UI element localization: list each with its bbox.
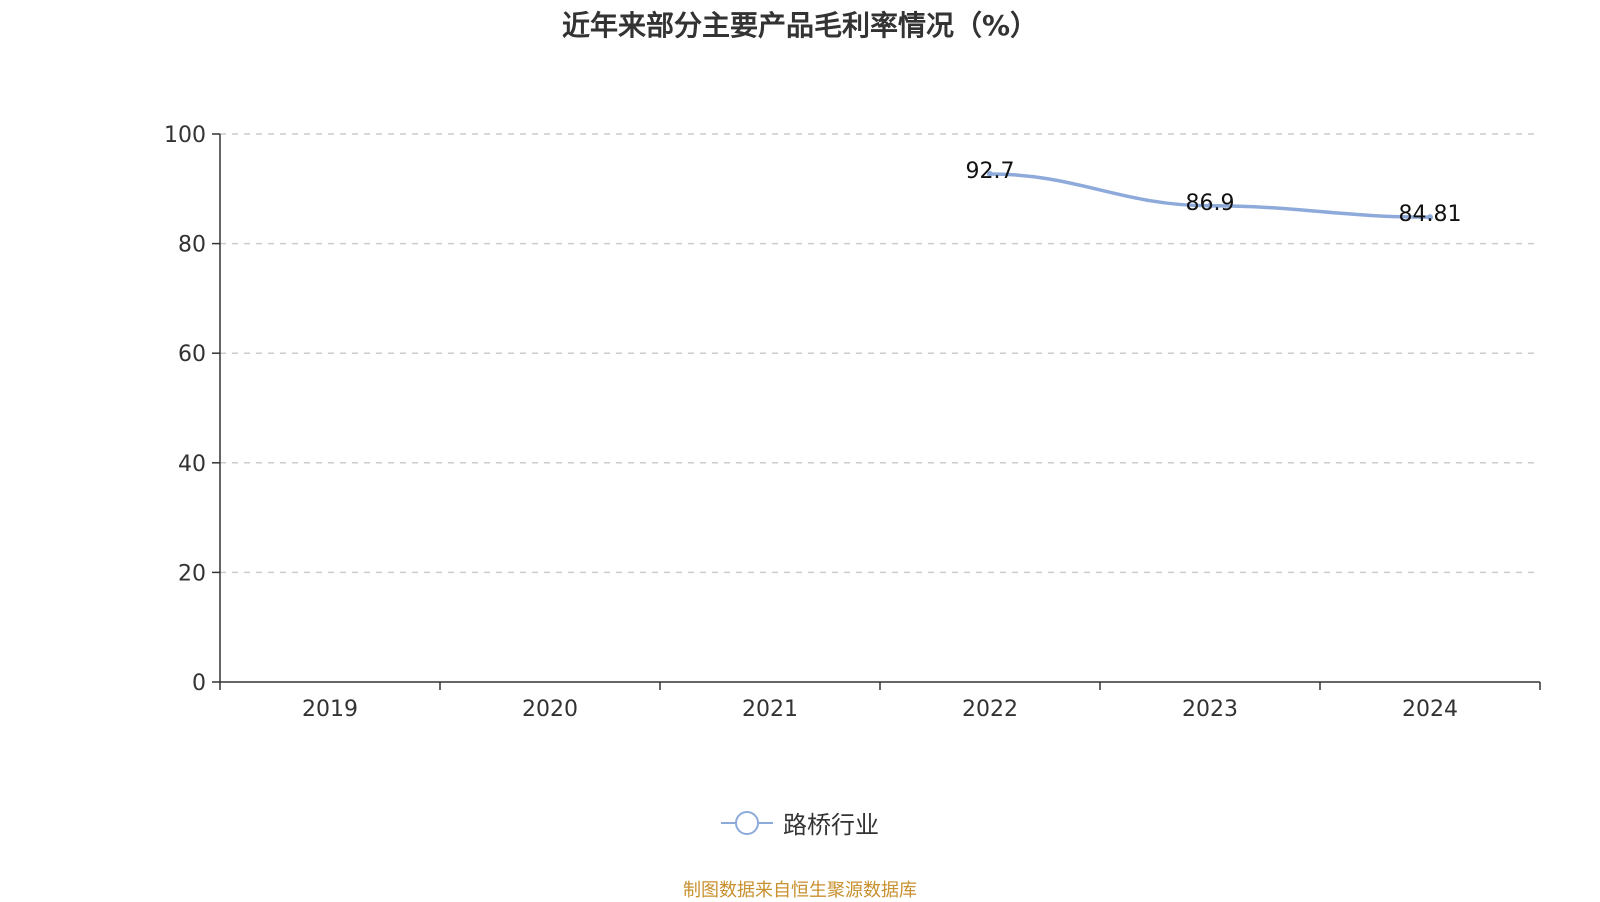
x-tick-label: 2024 bbox=[1402, 697, 1458, 722]
y-tick-label: 60 bbox=[178, 342, 206, 367]
x-tick-label: 2019 bbox=[302, 697, 358, 722]
x-tick-label: 2022 bbox=[962, 697, 1018, 722]
legend-line-circle-icon bbox=[721, 810, 773, 835]
source-note: 制图数据来自恒生聚源数据库 bbox=[683, 880, 917, 901]
data-label: 86.9 bbox=[1186, 191, 1235, 216]
y-tick-label: 20 bbox=[178, 561, 206, 586]
legend-label: 路桥行业 bbox=[783, 811, 879, 839]
y-tick-label: 80 bbox=[178, 233, 206, 258]
x-tick-label: 2023 bbox=[1182, 697, 1238, 722]
y-tick-label: 0 bbox=[192, 671, 206, 696]
grid-lines bbox=[220, 133, 1540, 574]
chart-title: 近年来部分主要产品毛利率情况（%） bbox=[561, 9, 1039, 42]
axes: 0 20 40 60 80 100 2019 2020 2021 2022 2023 2024 bbox=[164, 123, 1541, 722]
x-tick-label: 2020 bbox=[522, 697, 578, 722]
legend[interactable]: 路桥行业 bbox=[0, 805, 1600, 840]
y-tick-label: 40 bbox=[178, 452, 206, 477]
data-label: 92.7 bbox=[966, 159, 1015, 184]
data-label: 84.81 bbox=[1399, 202, 1462, 227]
data-labels: 92.7 86.9 84.81 bbox=[966, 159, 1462, 227]
data-point bbox=[1207, 202, 1213, 209]
y-tick-label: 100 bbox=[164, 123, 206, 148]
data-point bbox=[1427, 214, 1433, 221]
series-layer bbox=[987, 171, 1433, 221]
x-tick-label: 2021 bbox=[742, 697, 798, 722]
data-point bbox=[987, 171, 993, 178]
